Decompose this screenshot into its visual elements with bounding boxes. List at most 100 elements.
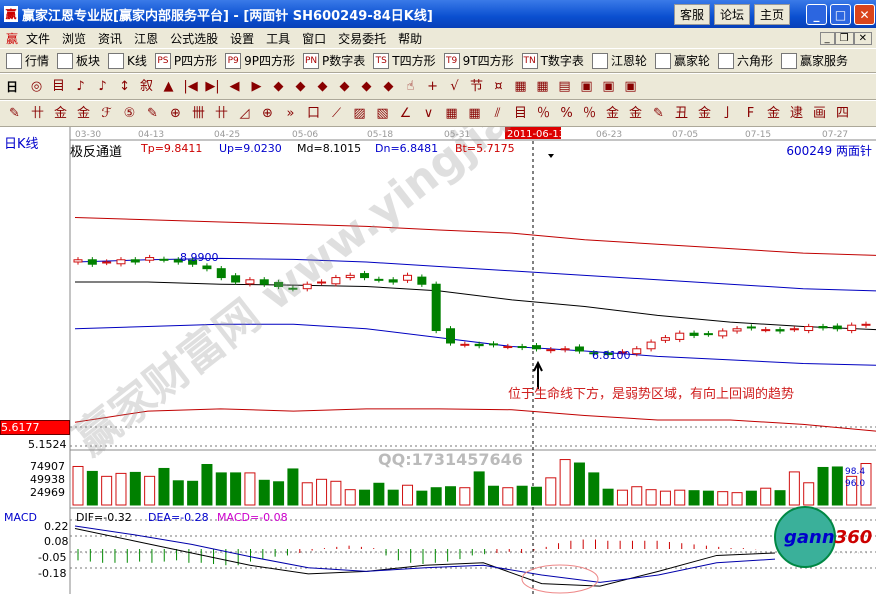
toolbar-button-11[interactable]: 六角形: [717, 52, 773, 69]
chart-tool-icon-0[interactable]: ◎: [30, 79, 43, 94]
drawing-tool-icon-2[interactable]: 金: [53, 106, 67, 121]
chart-tool-icon-14[interactable]: ◆: [339, 79, 350, 94]
drawing-tool-icon-31[interactable]: 亅: [720, 106, 734, 121]
drawing-tool-icon-3[interactable]: 金: [76, 106, 90, 121]
menu-item-9[interactable]: 帮助: [398, 31, 423, 46]
chart-tool-icon-12[interactable]: ◆: [295, 79, 306, 94]
toolbar-button-6[interactable]: TS T四方形: [373, 52, 436, 69]
drawing-tool-icon-32[interactable]: F: [746, 106, 755, 121]
toolbar-button-4[interactable]: P9 9P四方形: [225, 52, 295, 69]
drawing-tool-icon-15[interactable]: ▨: [353, 106, 366, 121]
toolbar-button-12[interactable]: 赢家服务: [780, 52, 848, 69]
chart-tool-icon-5[interactable]: 叙: [140, 79, 154, 94]
drawing-tool-icon-30[interactable]: 金: [697, 106, 711, 121]
chart-tool-icon-11[interactable]: ◆: [273, 79, 284, 94]
service-button[interactable]: 客服: [674, 4, 710, 25]
toolbar-button-8[interactable]: TN T数字表: [521, 52, 584, 69]
drawing-tool-icon-11[interactable]: ⊕: [262, 106, 273, 121]
menu-item-7[interactable]: 窗口: [302, 31, 327, 46]
mdi-close-button[interactable]: ✕: [853, 31, 872, 45]
drawing-tool-icon-6[interactable]: ✎: [147, 106, 158, 121]
toolbar-button-0[interactable]: 行情: [6, 52, 49, 69]
chart-tool-icon-27[interactable]: ▣: [624, 79, 637, 94]
chart-tool-icon-15[interactable]: ◆: [361, 79, 372, 94]
drawing-tool-icon-4[interactable]: ℱ: [101, 106, 112, 121]
drawing-tool-icon-12[interactable]: »: [286, 106, 295, 121]
menu-item-0[interactable]: 文件: [26, 31, 51, 46]
menu-item-1[interactable]: 浏览: [62, 31, 87, 46]
chart-tool-icon-7[interactable]: |◀: [183, 79, 198, 94]
drawing-tool-icon-20[interactable]: ▦: [468, 106, 481, 121]
drawing-tool-icon-14[interactable]: ⟋: [331, 106, 342, 121]
drawing-tool-icon-10[interactable]: ◿: [239, 106, 250, 121]
close-button[interactable]: ✕: [854, 4, 875, 25]
menu-item-3[interactable]: 江恩: [134, 31, 159, 46]
drawing-tool-icon-0[interactable]: ✎: [9, 106, 20, 121]
menu-item-2[interactable]: 资讯: [98, 31, 123, 46]
drawing-tool-icon-29[interactable]: 丑: [674, 106, 688, 121]
minimize-button[interactable]: _: [806, 4, 827, 25]
chart-tool-icon-22[interactable]: ▦: [514, 79, 527, 94]
chart-tool-icon-2[interactable]: ♪: [76, 79, 85, 94]
menu-item-8[interactable]: 交易委托: [338, 31, 387, 46]
drawing-tool-icon-35[interactable]: 画: [812, 106, 826, 121]
drawing-tool-icon-18[interactable]: ∨: [423, 106, 434, 121]
toolbar-button-3[interactable]: PS P四方形: [154, 52, 217, 69]
homepage-button[interactable]: 主页: [754, 4, 790, 25]
drawing-tool-icon-24[interactable]: %: [560, 106, 573, 121]
chart-tool-icon-13[interactable]: ◆: [317, 79, 328, 94]
chart-tool-icon-25[interactable]: ▣: [580, 79, 593, 94]
chart-tool-icon-23[interactable]: ▦: [536, 79, 549, 94]
forum-button[interactable]: 论坛: [714, 4, 750, 25]
chart-tool-icon-9[interactable]: ◀: [229, 79, 240, 94]
chart-tool-icon-17[interactable]: ☝: [406, 79, 415, 94]
toolbar-button-10[interactable]: 赢家轮: [654, 52, 710, 69]
drawing-tool-icon-21[interactable]: ⫽: [494, 106, 501, 121]
drawing-tool-icon-13[interactable]: 口: [306, 106, 320, 121]
drawing-tool-icon-33[interactable]: 金: [766, 106, 780, 121]
drawing-tool-icon-5[interactable]: ⑤: [123, 106, 136, 121]
chart-tool-icon-4[interactable]: ↕: [119, 79, 130, 94]
drawing-tool-icon-16[interactable]: ▧: [376, 106, 389, 121]
drawing-tool-icon-19[interactable]: ▦: [445, 106, 458, 121]
drawing-tool-icon-1[interactable]: 卄: [30, 106, 44, 121]
mdi-restore-button[interactable]: ❐: [834, 31, 854, 45]
toolbar-button-7[interactable]: T9 9T四方形: [443, 52, 514, 69]
toolbar-button-5[interactable]: PN P数字表: [303, 52, 365, 69]
drawing-tool-icon-17[interactable]: ∠: [399, 106, 412, 121]
menu-item-5[interactable]: 设置: [230, 31, 255, 46]
drawing-tool-icon-34[interactable]: 逮: [789, 106, 803, 121]
maximize-button[interactable]: □: [830, 4, 851, 25]
drawing-tool-icon-26[interactable]: 金: [605, 106, 619, 121]
chart-tool-icon-8[interactable]: ▶|: [205, 79, 220, 94]
drawing-tool-icon-8[interactable]: 卌: [191, 106, 205, 121]
drawing-tool-icon-22[interactable]: 目: [513, 106, 527, 121]
chart-tool-icon-3[interactable]: ♪: [98, 79, 107, 94]
drawing-tool-icon-27[interactable]: 金: [628, 106, 642, 121]
mdi-minimize-button[interactable]: _: [819, 31, 835, 45]
menu-item-6[interactable]: 工具: [266, 31, 291, 46]
toolbar-button-2[interactable]: K线: [108, 52, 147, 69]
chart-tool-icon-19[interactable]: √: [450, 79, 459, 94]
toolbar-button-9[interactable]: 江恩轮: [591, 52, 647, 69]
chart-tool-icon-18[interactable]: +: [427, 79, 438, 94]
chart-tool-icon-20[interactable]: 节: [470, 79, 484, 94]
chart-tool-icon-1[interactable]: 目: [52, 79, 66, 94]
chart-tool-icon-24[interactable]: ▤: [558, 79, 571, 94]
drawing-tool-icon-28[interactable]: ✎: [653, 106, 664, 121]
drawing-tool-icon-9[interactable]: 卄: [214, 106, 228, 121]
drawing-tool-icon-7[interactable]: ⊕: [170, 106, 181, 121]
drawing-tool-icon-36[interactable]: 四: [835, 106, 849, 121]
chart-tool-icon-21[interactable]: ¤: [494, 79, 503, 94]
chart-tool-icon-6[interactable]: ▲: [163, 79, 174, 94]
chart-tool-icon-26[interactable]: ▣: [602, 79, 615, 94]
period-select[interactable]: 日: [6, 80, 19, 94]
chart-tool-icon-10[interactable]: ▶: [251, 79, 262, 94]
drawing-tool-icon-25[interactable]: ％: [582, 106, 596, 121]
drawing-tool-icon-23[interactable]: ％: [536, 106, 550, 121]
menu-item-4[interactable]: 公式选股: [170, 31, 219, 46]
volume-bar: [602, 488, 614, 506]
chart-tool-icon-16[interactable]: ◆: [383, 79, 394, 94]
toolbar-button-1[interactable]: 板块: [57, 52, 100, 69]
